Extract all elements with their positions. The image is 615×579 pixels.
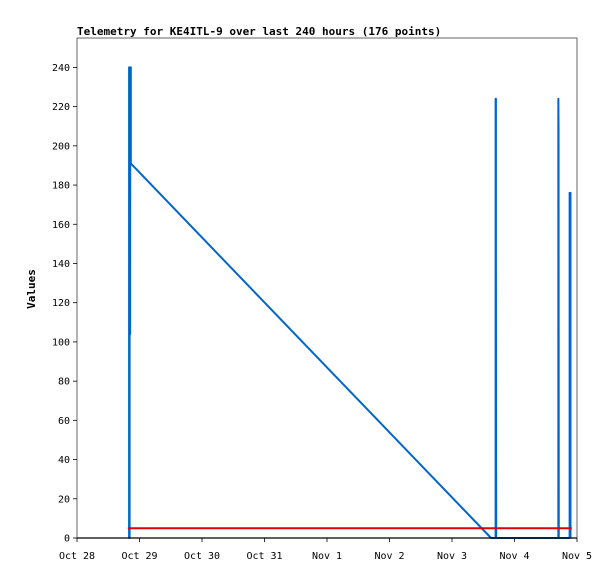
y-tick-label: 80 — [58, 377, 70, 388]
y-tick-label: 200 — [52, 141, 70, 152]
series-line-1 — [128, 66, 572, 539]
y-tick-label: 180 — [52, 181, 70, 192]
series-layer — [127, 66, 572, 539]
y-tick-label: 20 — [58, 494, 70, 505]
y-axis-label: Values — [25, 269, 38, 309]
y-tick-label: 100 — [52, 337, 70, 348]
x-tick-label: Oct 29 — [121, 551, 157, 562]
y-tick-label: 220 — [52, 102, 70, 113]
x-axis: Oct 28 Oct 29 Oct 30 Oct 31 Nov 1 Nov 2 Nov 3 N… — [59, 538, 592, 562]
y-tick-label: 160 — [52, 220, 70, 231]
plot-area — [76, 37, 578, 539]
y-tick-label: 120 — [52, 298, 70, 309]
x-tick-label: Nov 4 — [499, 551, 529, 562]
y-tick-label: 60 — [58, 416, 70, 427]
x-tick-label: Nov 5 — [562, 551, 592, 562]
y-tick-label: 140 — [52, 259, 70, 270]
x-tick-label: Nov 1 — [312, 551, 342, 562]
x-tick-label: Nov 2 — [374, 551, 404, 562]
x-tick-label: Oct 30 — [184, 551, 220, 562]
x-tick-label: Nov 3 — [437, 551, 467, 562]
y-tick-label: 240 — [52, 63, 70, 74]
y-axis: 0 20 40 60 80 100 120 140 160 180 200 220 240 — [52, 63, 77, 545]
y-tick-label: 40 — [58, 455, 70, 466]
y-tick-label: 0 — [64, 534, 70, 545]
x-tick-label: Oct 28 — [59, 551, 95, 562]
x-tick-label: Oct 31 — [246, 551, 282, 562]
chart-title: Telemetry for KE4ITL-9 over last 240 hou… — [77, 25, 441, 38]
